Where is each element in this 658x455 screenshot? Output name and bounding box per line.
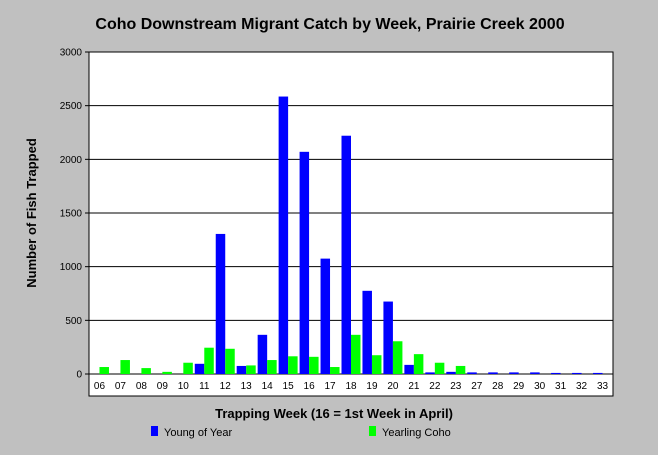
y-tick-label: 2500	[60, 101, 83, 112]
y-tick-label: 1500	[60, 209, 83, 220]
bar-young-of-year	[551, 372, 561, 374]
bar-yearling-coho	[351, 334, 361, 374]
bar-yearling-coho	[183, 362, 193, 374]
x-tick-label: 19	[366, 381, 378, 392]
x-tick-label: 22	[429, 381, 441, 392]
x-tick-label: 15	[283, 381, 295, 392]
x-axis-title: Trapping Week (16 = 1st Week in April)	[215, 406, 453, 421]
bar-young-of-year	[530, 372, 540, 374]
bar-young-of-year	[572, 372, 582, 374]
bar-young-of-year	[467, 372, 477, 374]
bar-yearling-coho	[455, 365, 466, 374]
bar-young-of-year	[509, 372, 519, 374]
y-tick-label: 1000	[60, 262, 83, 273]
bar-young-of-year	[404, 364, 414, 374]
bar-yearling-coho	[162, 371, 172, 374]
bar-young-of-year	[425, 372, 435, 374]
bar-young-of-year	[194, 363, 205, 374]
bar-young-of-year	[446, 371, 456, 374]
x-tick-label: 13	[241, 381, 253, 392]
x-tick-label: 18	[345, 381, 357, 392]
bar-young-of-year	[299, 151, 310, 374]
bar-young-of-year	[341, 135, 351, 374]
bar-yearling-coho	[413, 354, 424, 374]
bar-yearling-coho	[246, 365, 256, 374]
bar-yearling-coho	[267, 360, 277, 374]
bar-yearling-coho	[392, 341, 403, 374]
bar-young-of-year	[320, 258, 331, 374]
bar-yearling-coho	[204, 347, 214, 374]
bar-young-of-year	[257, 334, 268, 374]
bar-yearling-coho	[288, 356, 298, 374]
legend-label: Young of Year	[164, 427, 232, 439]
legend-swatch	[369, 426, 376, 436]
x-tick-label: 31	[555, 381, 567, 392]
x-tick-label: 23	[450, 381, 462, 392]
x-tick-label: 30	[534, 381, 546, 392]
bar-yearling-coho	[371, 355, 382, 374]
x-tick-label: 10	[178, 381, 190, 392]
x-tick-label: 21	[408, 381, 420, 392]
x-tick-label: 29	[513, 381, 525, 392]
bar-yearling-coho	[225, 348, 235, 374]
y-axis-title: Number of Fish Trapped	[24, 138, 39, 288]
x-tick-label: 27	[471, 381, 483, 392]
y-tick-label: 2000	[60, 155, 83, 166]
x-tick-label: 33	[597, 381, 609, 392]
x-tick-label: 16	[304, 381, 316, 392]
chart-title: Coho Downstream Migrant Catch by Week, P…	[95, 16, 564, 33]
bar-yearling-coho	[434, 362, 445, 374]
x-tick-label: 12	[220, 381, 232, 392]
bar-young-of-year	[236, 365, 247, 374]
y-tick-label: 500	[65, 316, 82, 327]
legend-swatch	[151, 426, 158, 436]
y-axis-ticks: 0 500 1000 1500 2000 2500 3000	[60, 48, 89, 381]
bar-young-of-year	[278, 96, 289, 374]
x-tick-label: 06	[94, 381, 106, 392]
x-axis-ticks: 06 07 08 09 10 11 12 13 14 15 16 17 18 19 20 21 22 23 27 28…	[94, 381, 609, 392]
bar-young-of-year	[215, 233, 226, 374]
bar-young-of-year	[593, 372, 603, 374]
bar-young-of-year	[488, 372, 498, 374]
x-tick-label: 07	[115, 381, 127, 392]
x-tick-label: 08	[136, 381, 148, 392]
bars	[99, 96, 603, 374]
y-tick-label: 0	[76, 370, 82, 381]
x-tick-label: 14	[262, 381, 274, 392]
x-tick-label: 32	[576, 381, 588, 392]
legend: Young of Year Yearling Coho	[151, 426, 451, 439]
bar-yearling-coho	[309, 356, 319, 374]
x-tick-label: 20	[387, 381, 399, 392]
x-tick-label: 09	[157, 381, 169, 392]
bar-yearling-coho	[99, 367, 109, 374]
bar-young-of-year	[383, 301, 393, 374]
x-tick-label: 17	[324, 381, 336, 392]
x-tick-label: 11	[199, 381, 210, 392]
bar-yearling-coho	[141, 368, 151, 374]
bar-yearling-coho	[330, 367, 340, 374]
bar-young-of-year	[362, 290, 372, 374]
bar-yearling-coho	[120, 360, 130, 374]
x-tick-label: 28	[492, 381, 504, 392]
legend-label: Yearling Coho	[382, 427, 451, 439]
y-tick-label: 3000	[60, 48, 83, 59]
